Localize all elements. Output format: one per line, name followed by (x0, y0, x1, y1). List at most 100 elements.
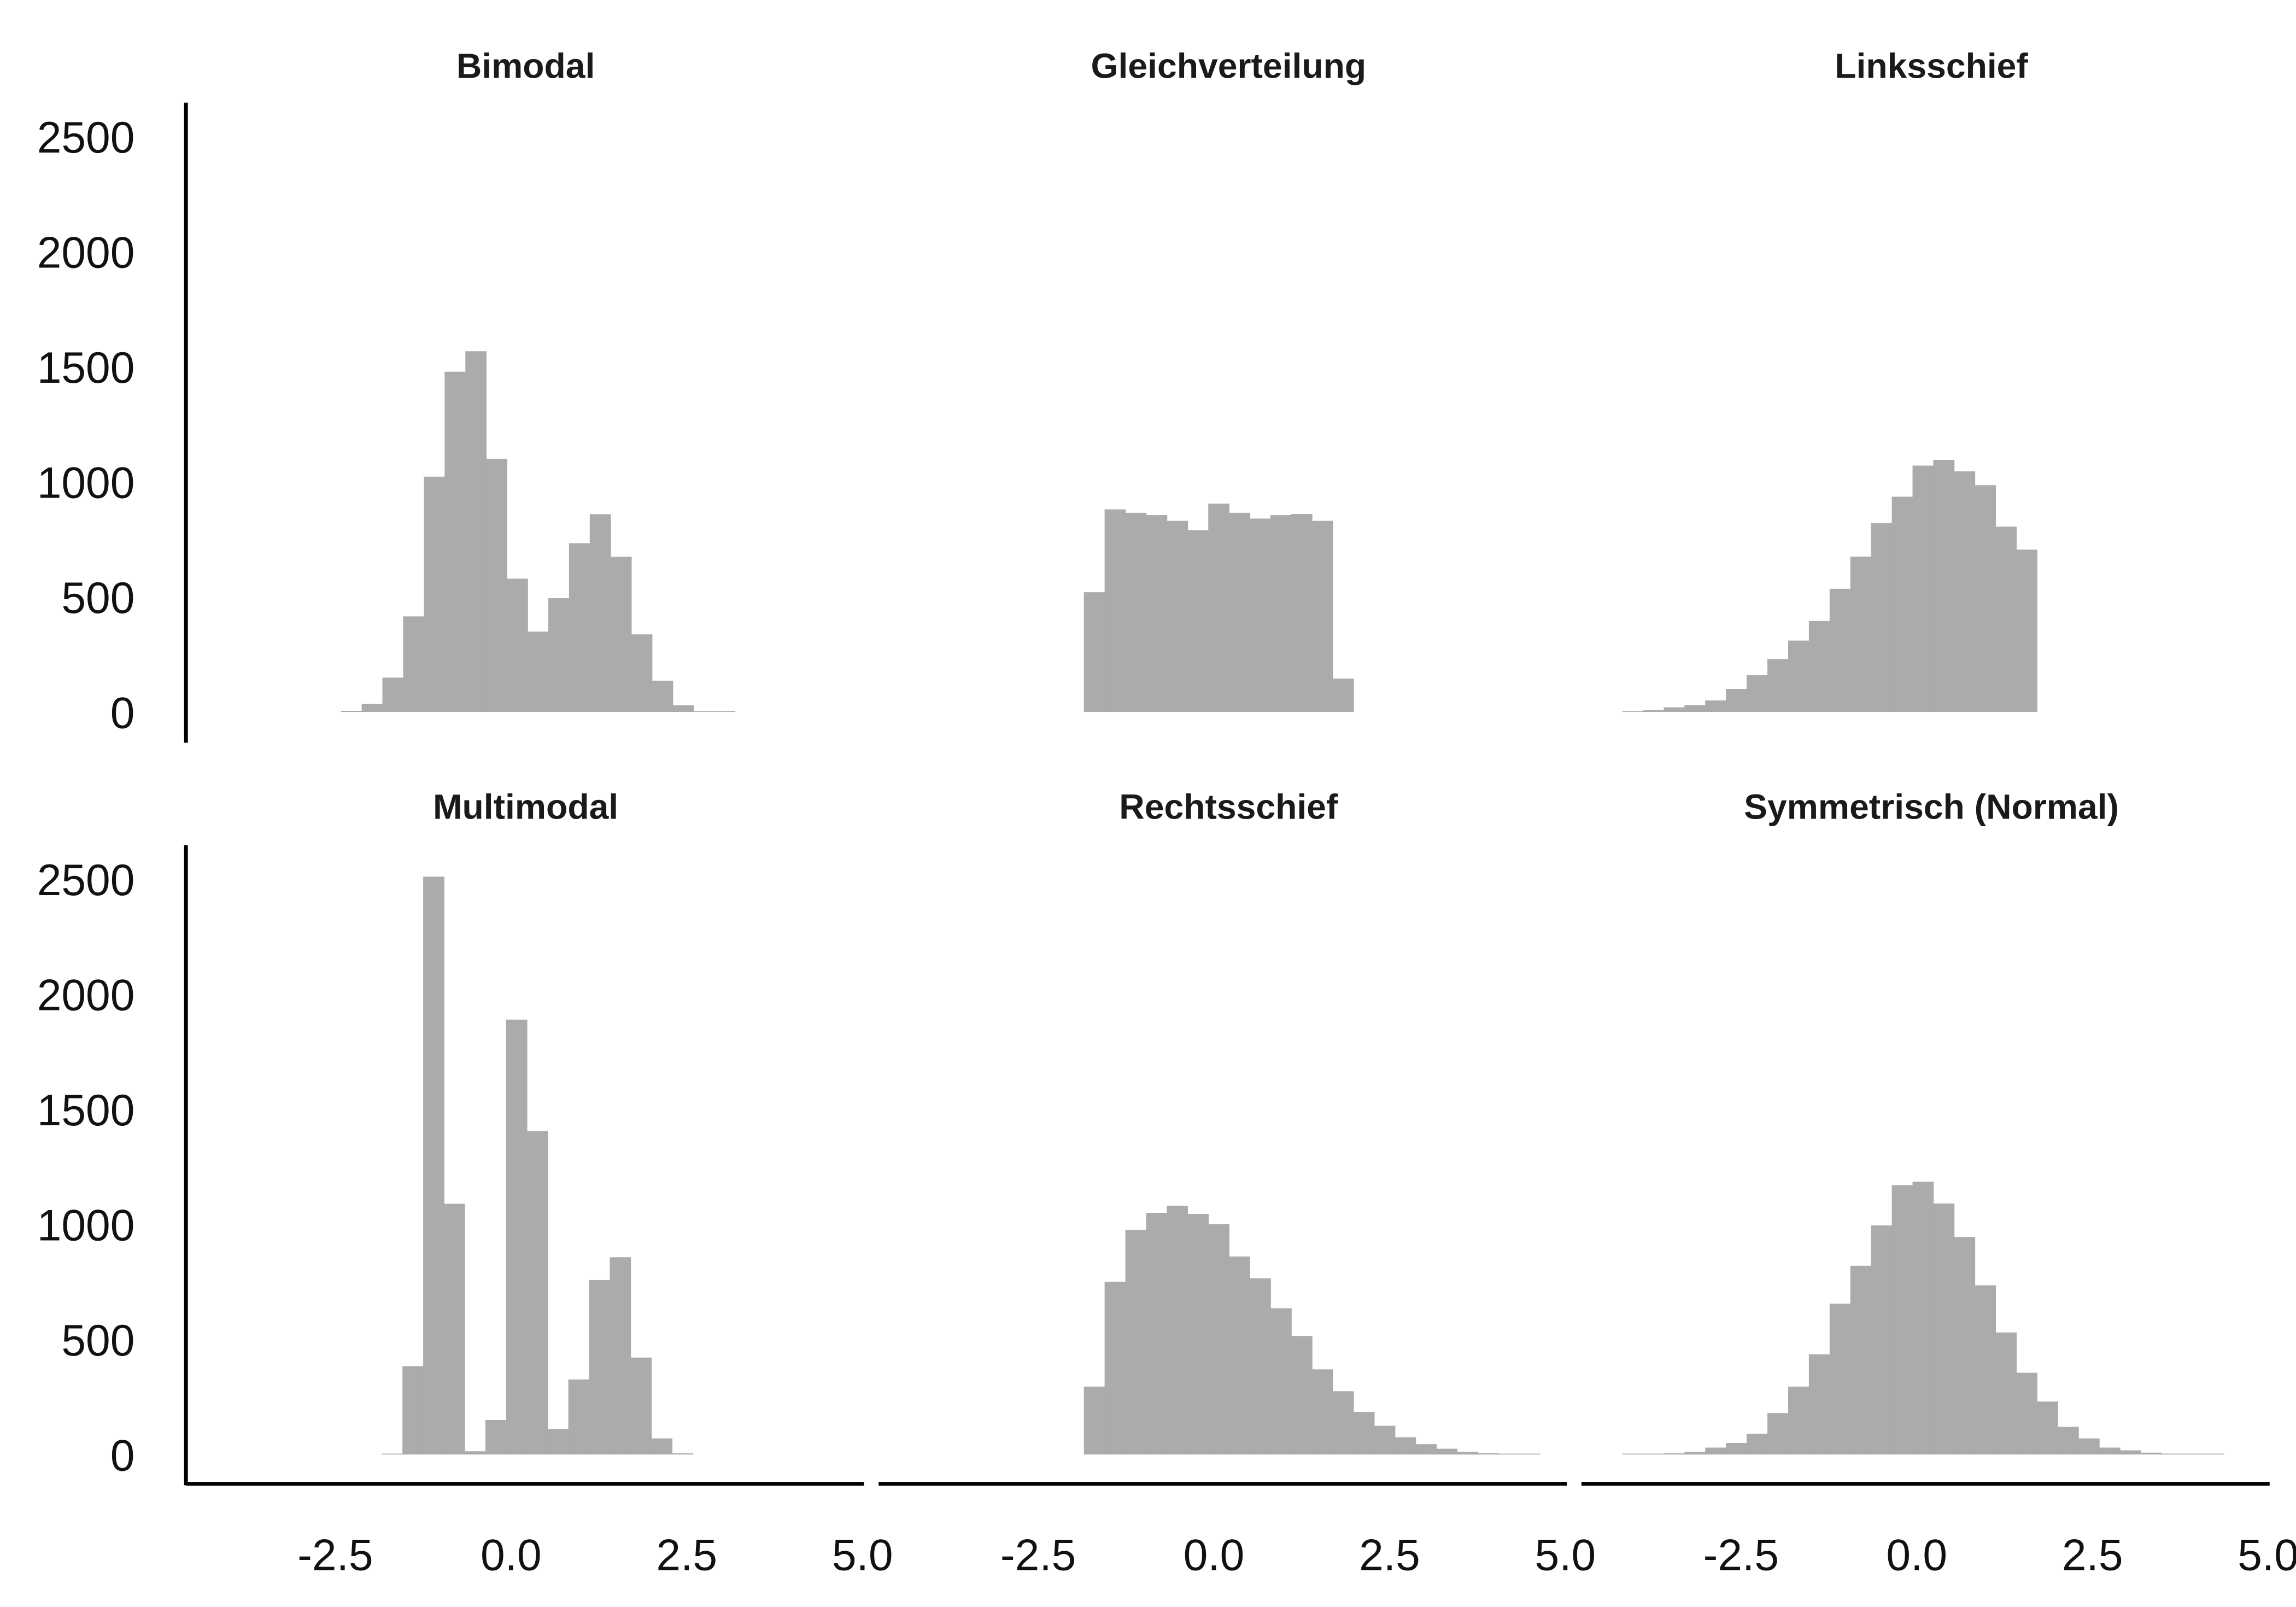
histogram-bar (1311, 1369, 1333, 1455)
histogram-bar (2058, 1427, 2079, 1455)
histogram-bar (528, 632, 549, 712)
histogram-bar (1374, 1425, 1396, 1455)
histogram-bar (1478, 1453, 1500, 1455)
histogram-bar (424, 476, 446, 712)
histogram-bar (1167, 521, 1188, 712)
histogram-bar (402, 1366, 424, 1455)
y-tick-label: 0 (110, 1431, 135, 1481)
histogram-bar (1208, 504, 1229, 712)
histogram-bar (1167, 1206, 1188, 1455)
histogram-bar (382, 1453, 403, 1455)
y-tick-label: 1500 (37, 1086, 135, 1135)
x-tick-label: 0.0 (481, 1531, 542, 1580)
histogram-bar (1146, 1213, 1168, 1455)
histogram-bar (630, 1357, 652, 1455)
histogram-bar (1664, 707, 1685, 712)
histogram-bar (652, 680, 673, 712)
histogram-bar (1291, 1336, 1313, 1455)
histogram-bar (465, 351, 487, 712)
histogram-bar (1353, 1412, 1375, 1455)
histogram-bar (1229, 1257, 1250, 1455)
histogram-bar (1829, 588, 1851, 712)
histogram-bar (610, 1257, 631, 1455)
histogram-bar (1457, 1452, 1479, 1455)
panel-title: Symmetrisch (Normal) (1744, 787, 2119, 827)
histogram-bar (547, 1429, 569, 1455)
histogram-bar (1622, 1453, 1644, 1455)
histogram-bar (1726, 688, 1747, 712)
histogram-bar (1083, 1386, 1105, 1455)
histogram-bar (1995, 1332, 2017, 1455)
histogram-bar (1270, 515, 1292, 712)
histogram-bar (1933, 1203, 1955, 1455)
histogram-bar (361, 704, 383, 712)
histogram-bar (1229, 512, 1250, 712)
histogram-bar (1995, 527, 2017, 712)
histogram-bar (1291, 513, 1313, 712)
histogram-bar (2182, 1453, 2204, 1455)
histogram-bar (1684, 1452, 1706, 1455)
y-tick-label: 2000 (37, 228, 135, 277)
y-tick-label: 1000 (37, 1201, 135, 1250)
histogram-bar (382, 677, 404, 712)
x-tick-label: -2.5 (1703, 1531, 1779, 1580)
histogram-bar (1871, 1225, 1893, 1455)
histogram-bar (1125, 512, 1147, 712)
histogram-bar (1954, 471, 1976, 712)
panel-title: Multimodal (433, 787, 618, 827)
histogram-bar (1975, 485, 1996, 712)
histogram-bar (548, 598, 570, 712)
histogram-bar (672, 1453, 693, 1455)
histogram-bar (485, 1419, 507, 1455)
histogram-bar (1208, 1224, 1229, 1455)
histogram-bar (464, 1451, 486, 1455)
histogram-bar (403, 616, 425, 712)
histogram-bar (1954, 1237, 1976, 1455)
histogram-bar (1622, 711, 1644, 712)
histogram-bar (1788, 1386, 1809, 1455)
histogram-bar (589, 1279, 611, 1455)
histogram-bar (1395, 1437, 1416, 1455)
histogram-bar (2203, 1453, 2224, 1455)
histogram-bar (1891, 1185, 1913, 1455)
histogram-bar (486, 458, 507, 712)
x-tick-label: 5.0 (832, 1531, 893, 1580)
histogram-bar (1747, 1434, 1768, 1455)
panel-title: Rechtsschief (1119, 787, 1338, 827)
histogram-bar (568, 1379, 590, 1455)
histogram-bar (631, 634, 653, 712)
histogram-bar (1436, 1448, 1458, 1455)
y-tick-label: 500 (61, 574, 134, 623)
y-tick-label: 2000 (37, 971, 135, 1020)
histogram-bar (1104, 509, 1126, 712)
histogram-bar (1104, 1282, 1126, 1455)
histogram-bar (1519, 1453, 1541, 1455)
histogram-bar (672, 705, 694, 712)
histogram-bar (1415, 1444, 1437, 1455)
histogram-bar (1250, 1278, 1271, 1455)
histogram-bar (569, 543, 590, 712)
x-tick-label: 2.5 (656, 1531, 717, 1580)
histogram-bar (1767, 1413, 1789, 1455)
histogram-bar (1187, 530, 1209, 712)
histogram-bar (1808, 621, 1830, 712)
histogram-bar (2099, 1447, 2121, 1455)
histogram-bar (526, 1131, 548, 1455)
histogram-bar (1808, 1354, 1830, 1455)
histogram-bar (2016, 1372, 2037, 1455)
histogram-bar (1311, 521, 1333, 712)
histogram-bar (1933, 460, 1955, 712)
histogram-bar (1664, 1453, 1685, 1455)
histogram-bar (423, 876, 444, 1455)
histogram-bar (651, 1438, 673, 1455)
histogram-bar (2016, 550, 2037, 712)
histogram-bar (610, 557, 632, 712)
histogram-bar (589, 514, 611, 712)
x-tick-label: -2.5 (297, 1531, 373, 1580)
histogram-bar (1975, 1285, 1996, 1455)
histogram-bar (1850, 556, 1872, 712)
histogram-bar (1871, 523, 1893, 712)
x-tick-label: 0.0 (1886, 1531, 1947, 1580)
x-tick-label: 2.5 (1359, 1531, 1420, 1580)
histogram-bar (1187, 1214, 1209, 1455)
